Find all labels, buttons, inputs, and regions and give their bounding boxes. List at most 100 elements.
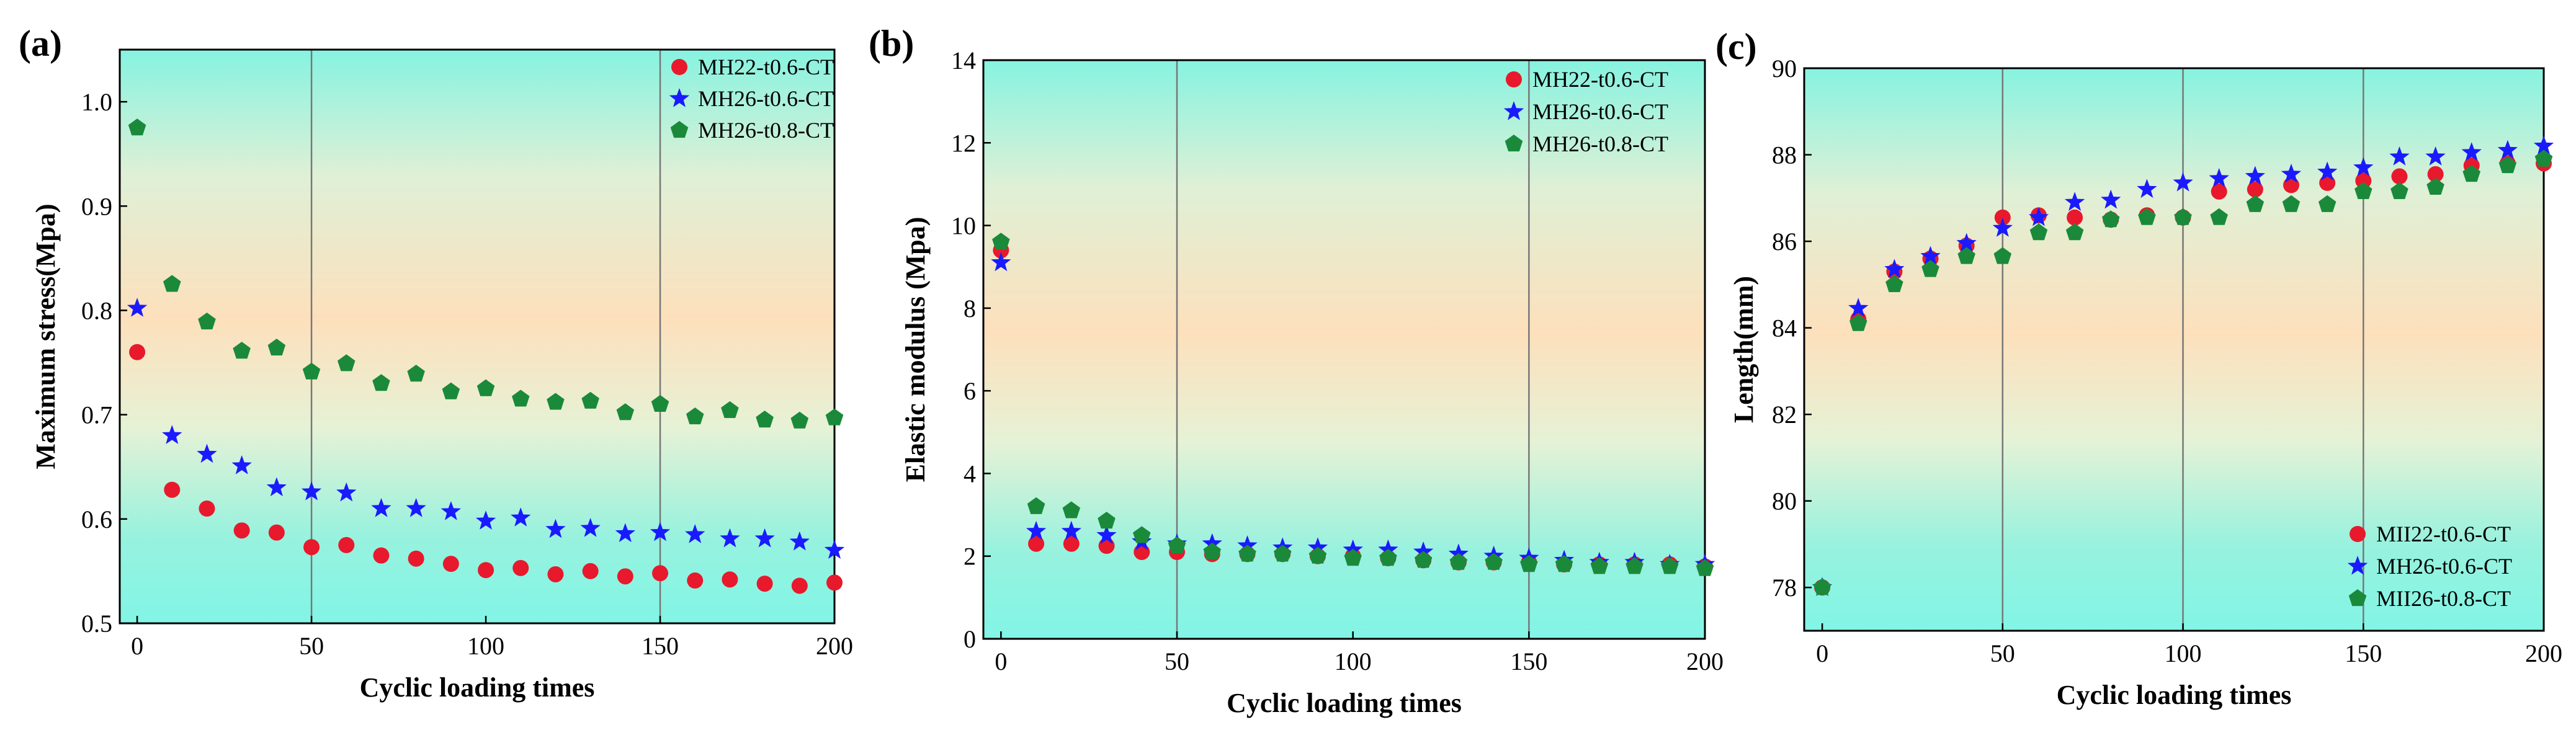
data-point (441, 501, 461, 520)
data-point (1096, 525, 1117, 545)
data-point (163, 275, 181, 292)
data-point (582, 563, 599, 579)
y-tick-label: 0.5 (81, 610, 112, 638)
data-point (687, 572, 704, 589)
data-point (128, 118, 146, 136)
data-point (2283, 177, 2299, 194)
data-point (791, 577, 808, 594)
data-point (651, 394, 669, 412)
data-point (476, 379, 495, 396)
data-point (475, 510, 496, 530)
data-point (478, 562, 494, 579)
data-point (267, 339, 286, 356)
data-point (336, 482, 357, 502)
data-point (616, 403, 635, 420)
data-point (2247, 181, 2263, 198)
data-point (1813, 578, 1831, 595)
data-point (1238, 545, 1256, 562)
y-tick-label: 6 (964, 377, 976, 405)
data-point (1344, 549, 1362, 566)
data-point (2319, 174, 2336, 191)
y-tick-label: 0.7 (81, 401, 112, 429)
legend: MH22-t0.6-CT MH26-t0.6-CT MH26-t0.8-CT (669, 55, 834, 143)
data-point (1413, 541, 1434, 561)
data-point (1062, 501, 1081, 518)
data-point (372, 374, 390, 391)
data-point (162, 425, 182, 444)
series-MH26-t0.8-CT (992, 233, 1714, 576)
data-point (197, 443, 217, 463)
data-point (406, 498, 426, 517)
data-point (2101, 189, 2121, 209)
data-point (1696, 559, 1714, 576)
legend-marker (1506, 71, 1522, 87)
data-point (1028, 535, 1045, 552)
data-point (1957, 247, 1975, 264)
series-MH22-t0.6-CT (129, 344, 843, 594)
plot-background (1804, 68, 2544, 631)
data-point (2209, 167, 2229, 187)
data-point (233, 522, 250, 539)
x-tick-label: 100 (467, 632, 504, 660)
data-point (1308, 546, 1327, 564)
data-point (371, 498, 391, 517)
data-point (2390, 182, 2408, 199)
data-point (652, 565, 669, 582)
y-tick-label: 14 (951, 47, 976, 74)
data-point (617, 568, 633, 585)
x-tick-label: 150 (642, 632, 679, 660)
data-point (442, 382, 460, 399)
data-point (408, 550, 424, 567)
data-point (2461, 142, 2482, 161)
y-tick-label: 86 (1772, 228, 1797, 256)
data-point (1849, 314, 1867, 331)
data-point (2246, 195, 2265, 212)
data-point (302, 362, 321, 380)
x-tick-label: 50 (1990, 639, 2015, 667)
data-point (2174, 208, 2192, 225)
y-tick-label: 4 (964, 460, 976, 487)
data-point (756, 576, 773, 592)
data-point (442, 556, 459, 572)
data-point (1485, 553, 1503, 570)
data-point (547, 566, 564, 582)
x-tick-label: 50 (299, 632, 324, 660)
series-MH26-t0.6-CT (1812, 135, 2554, 596)
data-point (266, 477, 287, 497)
legend-marker (671, 59, 687, 75)
data-point (512, 559, 529, 576)
y-tick-label: 88 (1772, 141, 1797, 169)
data-point (1956, 233, 1977, 252)
x-tick-label: 200 (816, 632, 853, 660)
data-point (2281, 163, 2302, 183)
data-point (720, 528, 740, 548)
data-point (2067, 209, 2083, 226)
legend-label: MH26-t0.6-CT (2376, 554, 2512, 579)
data-point (1994, 209, 2011, 226)
y-tick-label: 0.6 (81, 505, 112, 533)
x-tick-label: 100 (1335, 647, 1372, 675)
data-point (1661, 557, 1679, 574)
x-tick-label: 150 (2345, 639, 2382, 667)
legend-marker (1505, 135, 1523, 152)
legend-marker (2347, 556, 2368, 575)
y-tick-label: 0 (964, 625, 976, 653)
panel-label: (a) (19, 23, 62, 64)
data-point (199, 501, 215, 517)
x-axis-title: Cyclic loading times (2057, 680, 2292, 710)
x-tick-label: 0 (1816, 639, 1828, 667)
plot-frame (119, 48, 836, 625)
data-point (825, 408, 844, 425)
data-point (721, 401, 739, 418)
data-point (1027, 497, 1045, 514)
data-point (1026, 520, 1047, 540)
data-point (268, 524, 285, 541)
data-point (824, 540, 845, 559)
data-point (2462, 164, 2480, 182)
data-point (545, 518, 566, 538)
legend-label: MH22-t0.6-CT (1532, 67, 1668, 92)
x-tick-label: 0 (131, 632, 143, 660)
data-point (2102, 210, 2120, 228)
series-MH26-t0.8-CT (128, 118, 844, 429)
data-point (2389, 146, 2410, 166)
